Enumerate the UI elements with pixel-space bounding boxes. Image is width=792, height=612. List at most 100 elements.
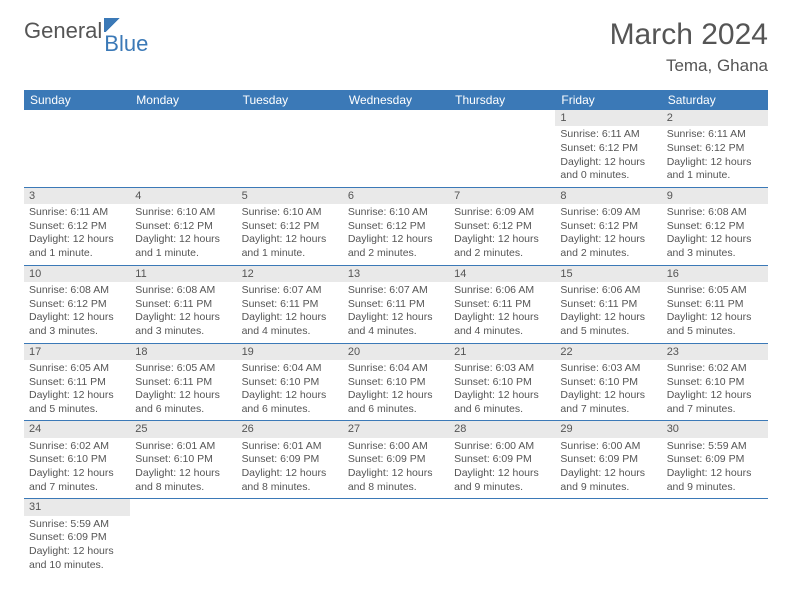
- day-details: Sunrise: 6:04 AMSunset: 6:10 PMDaylight:…: [237, 360, 343, 421]
- day-number: 17: [24, 344, 130, 360]
- day-details: Sunrise: 6:00 AMSunset: 6:09 PMDaylight:…: [555, 438, 661, 499]
- calendar-cell: [555, 499, 661, 576]
- calendar-cell: 10Sunrise: 6:08 AMSunset: 6:12 PMDayligh…: [24, 265, 130, 343]
- day-details: Sunrise: 6:03 AMSunset: 6:10 PMDaylight:…: [555, 360, 661, 421]
- calendar-cell: 6Sunrise: 6:10 AMSunset: 6:12 PMDaylight…: [343, 187, 449, 265]
- calendar-cell: 16Sunrise: 6:05 AMSunset: 6:11 PMDayligh…: [662, 265, 768, 343]
- day-number: 6: [343, 188, 449, 204]
- calendar-cell: 12Sunrise: 6:07 AMSunset: 6:11 PMDayligh…: [237, 265, 343, 343]
- calendar-cell: 8Sunrise: 6:09 AMSunset: 6:12 PMDaylight…: [555, 187, 661, 265]
- location-label: Tema, Ghana: [610, 56, 768, 76]
- calendar-cell: 5Sunrise: 6:10 AMSunset: 6:12 PMDaylight…: [237, 187, 343, 265]
- calendar-cell: 19Sunrise: 6:04 AMSunset: 6:10 PMDayligh…: [237, 343, 343, 421]
- calendar-cell: 3Sunrise: 6:11 AMSunset: 6:12 PMDaylight…: [24, 187, 130, 265]
- calendar-cell: 21Sunrise: 6:03 AMSunset: 6:10 PMDayligh…: [449, 343, 555, 421]
- day-number: 23: [662, 344, 768, 360]
- day-number: 1: [555, 110, 661, 126]
- day-number: 4: [130, 188, 236, 204]
- weekday-header: Tuesday: [237, 90, 343, 110]
- calendar-cell: 4Sunrise: 6:10 AMSunset: 6:12 PMDaylight…: [130, 187, 236, 265]
- weekday-header: Thursday: [449, 90, 555, 110]
- calendar-cell: [24, 110, 130, 187]
- day-number: 22: [555, 344, 661, 360]
- day-details: Sunrise: 6:03 AMSunset: 6:10 PMDaylight:…: [449, 360, 555, 421]
- weekday-header: Friday: [555, 90, 661, 110]
- calendar-cell: [449, 110, 555, 187]
- day-number: 11: [130, 266, 236, 282]
- day-number: 7: [449, 188, 555, 204]
- calendar-cell: 20Sunrise: 6:04 AMSunset: 6:10 PMDayligh…: [343, 343, 449, 421]
- weekday-header: Saturday: [662, 90, 768, 110]
- calendar-cell: [343, 110, 449, 187]
- calendar-cell: [130, 110, 236, 187]
- day-number: 14: [449, 266, 555, 282]
- day-details: Sunrise: 6:02 AMSunset: 6:10 PMDaylight:…: [662, 360, 768, 421]
- day-number: 19: [237, 344, 343, 360]
- day-details: Sunrise: 6:11 AMSunset: 6:12 PMDaylight:…: [555, 126, 661, 187]
- day-details: Sunrise: 5:59 AMSunset: 6:09 PMDaylight:…: [662, 438, 768, 499]
- calendar-cell: 29Sunrise: 6:00 AMSunset: 6:09 PMDayligh…: [555, 421, 661, 499]
- calendar-cell: 11Sunrise: 6:08 AMSunset: 6:11 PMDayligh…: [130, 265, 236, 343]
- day-number: 26: [237, 421, 343, 437]
- calendar-cell: [449, 499, 555, 576]
- calendar-cell: 31Sunrise: 5:59 AMSunset: 6:09 PMDayligh…: [24, 499, 130, 576]
- calendar-cell: 17Sunrise: 6:05 AMSunset: 6:11 PMDayligh…: [24, 343, 130, 421]
- day-details: Sunrise: 6:10 AMSunset: 6:12 PMDaylight:…: [343, 204, 449, 265]
- weekday-header: Monday: [130, 90, 236, 110]
- calendar-cell: 18Sunrise: 6:05 AMSunset: 6:11 PMDayligh…: [130, 343, 236, 421]
- day-details: Sunrise: 6:05 AMSunset: 6:11 PMDaylight:…: [24, 360, 130, 421]
- day-number: 20: [343, 344, 449, 360]
- calendar-cell: 28Sunrise: 6:00 AMSunset: 6:09 PMDayligh…: [449, 421, 555, 499]
- day-details: Sunrise: 6:08 AMSunset: 6:12 PMDaylight:…: [662, 204, 768, 265]
- day-details: Sunrise: 6:11 AMSunset: 6:12 PMDaylight:…: [662, 126, 768, 187]
- day-number: 18: [130, 344, 236, 360]
- day-number: 28: [449, 421, 555, 437]
- day-details: Sunrise: 6:00 AMSunset: 6:09 PMDaylight:…: [449, 438, 555, 499]
- calendar-cell: [343, 499, 449, 576]
- calendar-cell: 15Sunrise: 6:06 AMSunset: 6:11 PMDayligh…: [555, 265, 661, 343]
- calendar-cell: 7Sunrise: 6:09 AMSunset: 6:12 PMDaylight…: [449, 187, 555, 265]
- day-details: Sunrise: 6:09 AMSunset: 6:12 PMDaylight:…: [555, 204, 661, 265]
- calendar-cell: 9Sunrise: 6:08 AMSunset: 6:12 PMDaylight…: [662, 187, 768, 265]
- day-details: Sunrise: 6:01 AMSunset: 6:10 PMDaylight:…: [130, 438, 236, 499]
- day-number: 24: [24, 421, 130, 437]
- logo: General Blue: [24, 18, 148, 54]
- day-number: 10: [24, 266, 130, 282]
- day-number: 15: [555, 266, 661, 282]
- day-details: Sunrise: 6:05 AMSunset: 6:11 PMDaylight:…: [130, 360, 236, 421]
- day-number: 3: [24, 188, 130, 204]
- day-details: Sunrise: 6:06 AMSunset: 6:11 PMDaylight:…: [555, 282, 661, 343]
- day-details: Sunrise: 6:09 AMSunset: 6:12 PMDaylight:…: [449, 204, 555, 265]
- calendar-cell: 14Sunrise: 6:06 AMSunset: 6:11 PMDayligh…: [449, 265, 555, 343]
- calendar-cell: 26Sunrise: 6:01 AMSunset: 6:09 PMDayligh…: [237, 421, 343, 499]
- calendar-cell: 25Sunrise: 6:01 AMSunset: 6:10 PMDayligh…: [130, 421, 236, 499]
- logo-text-blue: Blue: [104, 34, 148, 54]
- day-details: Sunrise: 6:10 AMSunset: 6:12 PMDaylight:…: [237, 204, 343, 265]
- calendar-cell: 23Sunrise: 6:02 AMSunset: 6:10 PMDayligh…: [662, 343, 768, 421]
- day-details: Sunrise: 6:06 AMSunset: 6:11 PMDaylight:…: [449, 282, 555, 343]
- calendar-cell: 1Sunrise: 6:11 AMSunset: 6:12 PMDaylight…: [555, 110, 661, 187]
- day-number: 5: [237, 188, 343, 204]
- day-details: Sunrise: 6:07 AMSunset: 6:11 PMDaylight:…: [237, 282, 343, 343]
- day-details: Sunrise: 6:00 AMSunset: 6:09 PMDaylight:…: [343, 438, 449, 499]
- day-details: Sunrise: 6:05 AMSunset: 6:11 PMDaylight:…: [662, 282, 768, 343]
- weekday-header: Sunday: [24, 90, 130, 110]
- day-number: 25: [130, 421, 236, 437]
- logo-text-general: General: [24, 18, 102, 44]
- calendar-cell: 2Sunrise: 6:11 AMSunset: 6:12 PMDaylight…: [662, 110, 768, 187]
- day-number: 13: [343, 266, 449, 282]
- day-number: 27: [343, 421, 449, 437]
- day-number: 29: [555, 421, 661, 437]
- day-number: 8: [555, 188, 661, 204]
- day-number: 2: [662, 110, 768, 126]
- calendar-cell: [237, 110, 343, 187]
- calendar-cell: 22Sunrise: 6:03 AMSunset: 6:10 PMDayligh…: [555, 343, 661, 421]
- day-number: 21: [449, 344, 555, 360]
- day-number: 16: [662, 266, 768, 282]
- header: General Blue March 2024 Tema, Ghana: [24, 18, 768, 76]
- day-details: Sunrise: 6:01 AMSunset: 6:09 PMDaylight:…: [237, 438, 343, 499]
- calendar-cell: 27Sunrise: 6:00 AMSunset: 6:09 PMDayligh…: [343, 421, 449, 499]
- page-title: March 2024: [610, 18, 768, 52]
- calendar-cell: [662, 499, 768, 576]
- day-details: Sunrise: 6:02 AMSunset: 6:10 PMDaylight:…: [24, 438, 130, 499]
